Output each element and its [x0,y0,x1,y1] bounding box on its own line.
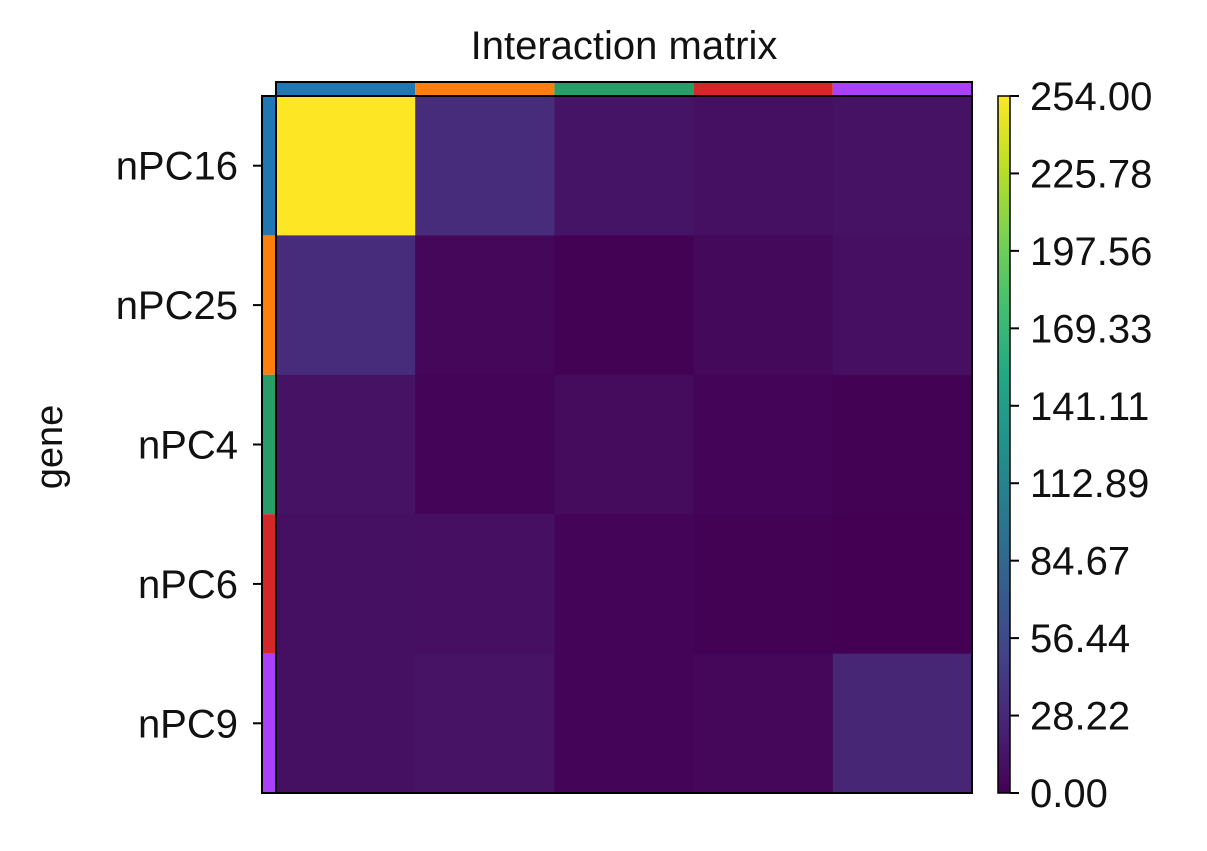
heatmap-cell [415,653,555,794]
heatmap-cell [693,653,834,794]
row-tick-label: nPC25 [116,284,238,328]
heatmap-cell [693,96,834,236]
row-group-color [262,514,276,654]
heatmap-cell [415,514,555,655]
row-tick-label: nPC9 [138,702,238,746]
colorbar-tick-label: 112.89 [1030,462,1149,506]
heatmap-cell [554,235,695,376]
colorbar-tick-label: 254.00 [1030,75,1152,119]
column-group-color [554,82,694,96]
colorbar-tick-label: 0.00 [1030,772,1108,816]
column-group-colorbar [275,81,973,97]
row-group-color [262,653,276,793]
colorbar-tick-label: 197.56 [1030,230,1152,274]
column-group-color [832,82,972,96]
colorbar-tick-label: 169.33 [1030,307,1152,351]
heatmap-cell [554,653,695,794]
row-group-color [262,96,276,236]
colorbar-tick-label: 141.11 [1030,385,1149,429]
heatmap-cell [832,514,973,655]
heatmap-cell [415,235,555,376]
heatmap-cell [554,96,695,236]
row-group-color [262,235,276,375]
heatmap-cell [832,374,973,515]
heatmap-cell [693,374,834,515]
heatmap-cell [693,235,834,376]
colorbar-tick-label: 28.22 [1030,695,1130,739]
heatmap-cell [276,374,416,515]
row-tick-label: nPC4 [138,424,238,468]
heatmap-frame [275,95,973,794]
heatmap-cell [832,96,973,236]
colorbar-tick-label: 225.78 [1030,152,1152,196]
row-tick-labels: nPC16 nPC25 nPC4 nPC6 nPC9 [116,145,262,746]
heatmap-cell [554,374,695,515]
heatmap-cell [415,374,555,515]
heatmap-cell [832,235,973,376]
row-group-colorbar [261,95,277,794]
colorbar-tick-label: 56.44 [1030,617,1130,661]
heatmap-cells [276,96,973,794]
column-group-color [693,82,833,96]
heatmap-cell [693,514,834,655]
colorbar-gradient [997,95,1011,794]
heatmap-cell [276,96,416,236]
column-group-color [415,82,555,96]
y-axis-label: gene [29,405,71,490]
chart-title: Interaction matrix [471,24,778,68]
row-tick-label: nPC16 [116,145,238,189]
heatmap-cell [276,235,416,376]
heatmap-cell [832,653,973,794]
row-group-color [262,374,276,515]
row-tick-label: nPC6 [138,563,238,607]
colorbar-tick-label: 84.67 [1030,540,1130,584]
heatmap-cell [415,96,555,236]
colorbar-tick-labels: 254.00 225.78 197.56 169.33 141.11 112.89 84.6… [1010,75,1152,816]
heatmap-cell [276,653,416,794]
heatmap-cell [276,514,416,655]
heatmap-cell [554,514,695,655]
column-group-color [276,82,416,96]
